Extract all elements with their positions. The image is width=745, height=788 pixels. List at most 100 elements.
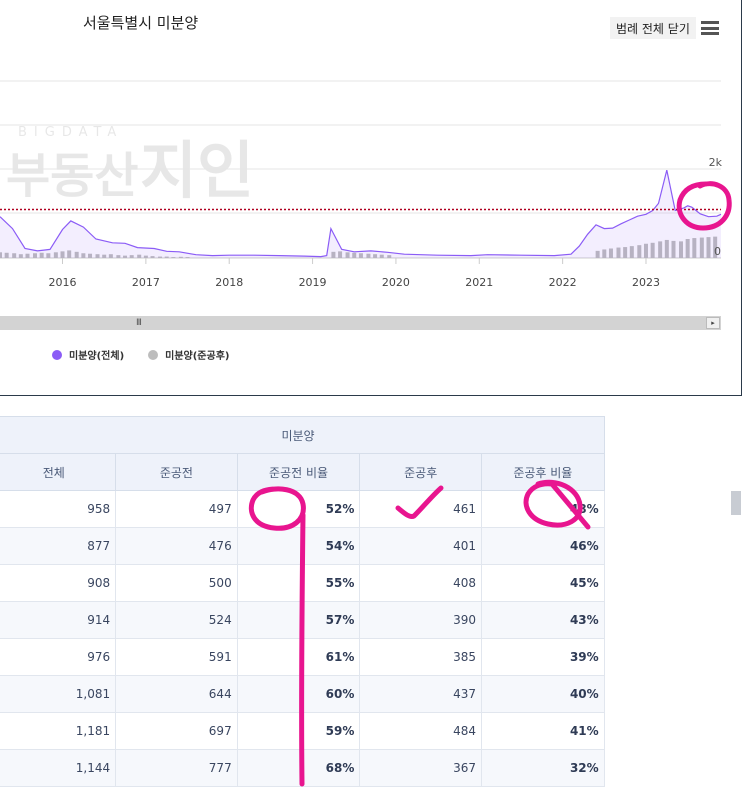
x-tick-label: 2018 (215, 276, 243, 289)
table-cell: 1,081 (0, 675, 117, 713)
bar-completed (678, 241, 683, 258)
legend-label-completed: 미분양(준공후) (165, 351, 230, 362)
table-cell: 500 (115, 564, 238, 602)
table-cell: 1,144 (0, 749, 117, 787)
table-cell: 46% (480, 527, 605, 565)
table-row: 1,144 777 68% 367 32% (0, 749, 615, 787)
bar-completed (706, 237, 711, 258)
legend-item-completed[interactable]: 미분양(준공후) (148, 347, 229, 362)
table-cell: 461 (359, 490, 482, 528)
hamburger-menu-icon[interactable] (701, 21, 719, 35)
table-vertical-scrollbar[interactable] (731, 491, 741, 515)
x-tick-label: 2022 (549, 276, 577, 289)
area-series (0, 169, 722, 258)
bar-completed (699, 237, 704, 258)
chart-scrollbar[interactable]: III ▸ (0, 316, 721, 330)
legend-item-total[interactable]: 미분양(전체) (52, 347, 124, 362)
table-cell: 958 (0, 490, 117, 528)
bar-completed (178, 256, 183, 258)
bar-completed (692, 238, 697, 258)
row-filler (604, 675, 615, 713)
table-cell: 385 (359, 638, 482, 676)
legend-toggle-button[interactable]: 범례 전체 닫기 (610, 17, 696, 39)
data-table-container: 미분양 전체 준공전 준공전 비율 준공후 준공후 비율 958 497 52% 46… (0, 416, 745, 788)
table-cell: 914 (0, 601, 117, 639)
table-cell: 367 (359, 749, 482, 787)
table-cell: 390 (359, 601, 482, 639)
watermark-logo: 지인 (140, 134, 254, 207)
bar-completed (358, 253, 363, 258)
bar-completed (108, 254, 113, 258)
table-cell: 54% (236, 527, 361, 565)
header-filler (604, 416, 615, 491)
bar-completed (338, 251, 343, 258)
table-cell: 497 (115, 490, 238, 528)
x-tick-label: 2020 (382, 276, 410, 289)
bar-completed (602, 249, 607, 258)
bar-completed (95, 254, 100, 258)
bar-completed (713, 236, 718, 258)
table-cell: 41% (480, 712, 605, 750)
table-cell: 39% (480, 638, 605, 676)
bar-completed (345, 252, 350, 258)
table-cell: 57% (236, 601, 361, 639)
data-table: 미분양 전체 준공전 준공전 비율 준공후 준공후 비율 958 497 52% 46… (0, 416, 615, 787)
table-cell: 877 (0, 527, 117, 565)
scroll-right-arrow-icon[interactable]: ▸ (706, 317, 720, 329)
table-body: 958 497 52% 461 48% 877 476 54% 401 46% 908 500 55% 4… (0, 490, 615, 787)
group-header: 미분양 (0, 416, 605, 454)
bar-completed (102, 254, 107, 258)
bar-completed (685, 239, 690, 258)
table-cell: 45% (480, 564, 605, 602)
legend-dot-completed-icon (148, 349, 159, 360)
bar-completed (123, 255, 128, 258)
bar-completed (25, 253, 30, 258)
bar-completed (74, 251, 79, 258)
chart-title: 서울특별시 미분양 (83, 14, 199, 32)
watermark: BIGDATA 부동산 지인 (6, 125, 254, 207)
bar-completed (53, 252, 58, 258)
table-cell: 591 (115, 638, 238, 676)
table-cell: 484 (359, 712, 482, 750)
bar-completed (671, 240, 676, 258)
row-filler (604, 712, 615, 750)
bar-completed (18, 254, 23, 258)
y-tick-bottom: 0 (714, 245, 721, 258)
scroll-grip[interactable]: III (136, 318, 142, 328)
bar-completed (623, 247, 628, 258)
bar-completed (158, 256, 163, 258)
col-header-after-ratio: 준공후 비율 (480, 453, 605, 491)
bar-completed (39, 252, 44, 258)
bar-completed (0, 252, 2, 258)
table-cell: 43% (480, 601, 605, 639)
bar-completed (143, 255, 148, 258)
col-header-after: 준공후 (359, 453, 482, 491)
table-cell: 55% (236, 564, 361, 602)
bar-completed (366, 253, 371, 258)
bar-completed (658, 241, 663, 258)
chart-panel: BIGDATA 부동산 지인 2k 0 2016 2017 2018 2019 2020… (0, 0, 742, 396)
bar-completed (129, 255, 134, 258)
table-cell: 976 (0, 638, 117, 676)
table-cell: 476 (115, 527, 238, 565)
table-cell: 61% (236, 638, 361, 676)
row-filler (604, 527, 615, 565)
col-header-before-ratio: 준공전 비율 (236, 453, 361, 491)
table-cell: 644 (115, 675, 238, 713)
col-header-before: 준공전 (115, 453, 238, 491)
bar-completed (387, 255, 392, 258)
bars-series (0, 236, 718, 258)
row-filler (604, 638, 615, 676)
bar-completed (171, 257, 176, 258)
table-row: 914 524 57% 390 43% (0, 601, 615, 639)
col-header-total: 전체 (0, 453, 117, 491)
bar-completed (88, 253, 93, 258)
table-cell: 60% (236, 675, 361, 713)
legend-dot-total-icon (52, 349, 62, 360)
bar-completed (67, 250, 72, 258)
x-tick-label: 2021 (465, 276, 493, 289)
bar-completed (185, 257, 190, 258)
watermark-main: 부동산 (6, 148, 138, 204)
bar-completed (116, 255, 121, 258)
bar-completed (60, 251, 65, 258)
